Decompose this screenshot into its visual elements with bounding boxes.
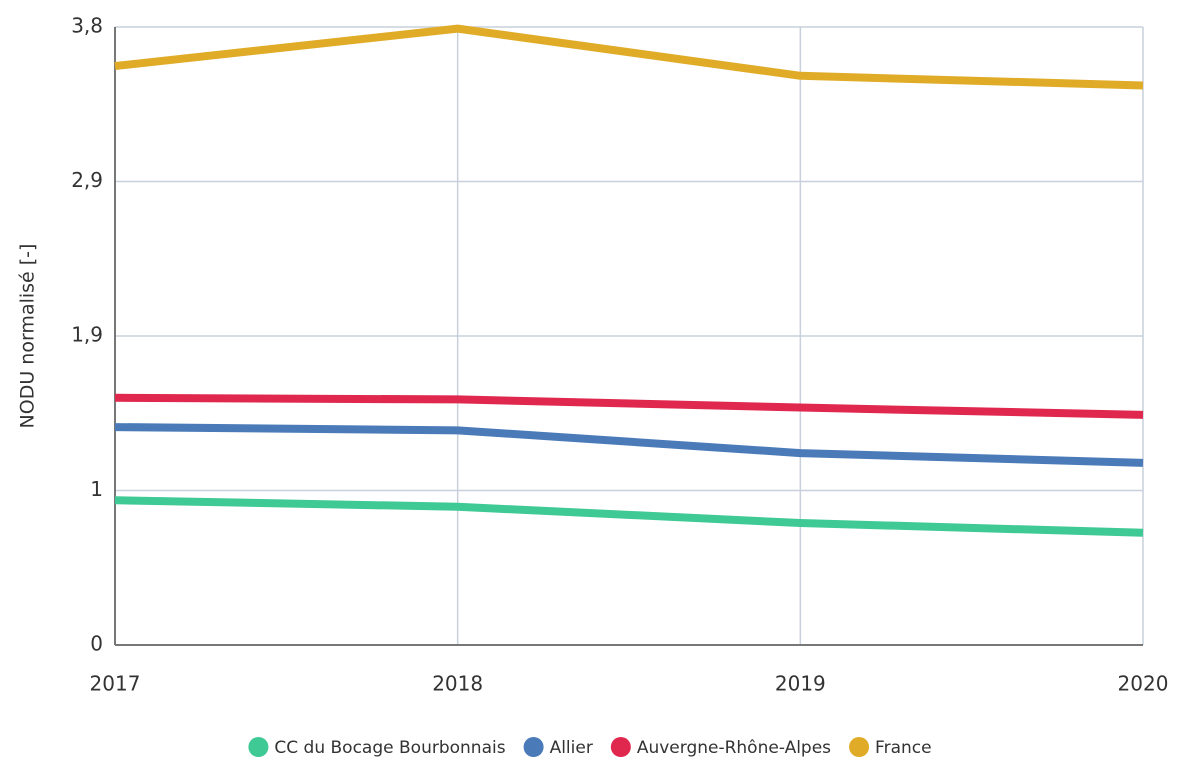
legend-label: France — [875, 738, 932, 758]
legend-label: CC du Bocage Bourbonnais — [274, 738, 505, 758]
legend-label: Allier — [550, 738, 593, 758]
y-tick-label: 2,9 — [71, 168, 103, 192]
legend-marker — [248, 737, 269, 757]
x-tick-label: 2018 — [432, 672, 483, 696]
series-line — [114, 393, 1144, 419]
series-line — [114, 24, 1144, 90]
y-tick-label: 3,8 — [71, 14, 103, 38]
legend-label: Auvergne-Rhône-Alpes — [637, 738, 831, 758]
y-axis-label: NODU normalisé [-] — [17, 244, 39, 429]
x-tick-label: 2017 — [90, 672, 141, 696]
y-tick-label: 1 — [90, 477, 103, 501]
y-tick-label: 0 — [90, 632, 103, 656]
legend-marker — [610, 737, 631, 757]
legend-marker — [523, 737, 544, 757]
series-line — [114, 423, 1144, 467]
y-tick-label: 1,9 — [71, 323, 103, 347]
series-line — [114, 496, 1144, 537]
legend-marker — [849, 737, 870, 757]
x-tick-label: 2019 — [775, 672, 826, 696]
x-tick-label: 2020 — [1118, 672, 1169, 696]
